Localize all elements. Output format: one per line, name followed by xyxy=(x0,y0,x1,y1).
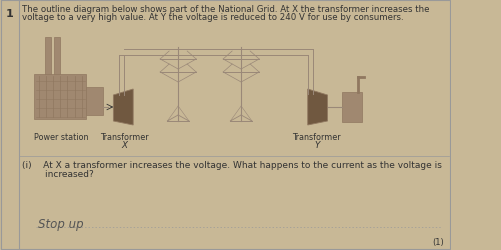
Bar xyxy=(1,1,19,249)
Text: Power station: Power station xyxy=(34,132,89,141)
Polygon shape xyxy=(308,90,328,126)
Bar xyxy=(54,38,60,83)
Text: X: X xyxy=(121,140,127,149)
Polygon shape xyxy=(113,90,133,126)
Bar xyxy=(34,75,86,120)
Text: The outline diagram below shows part of the National Grid. At X the transformer : The outline diagram below shows part of … xyxy=(22,5,429,14)
Bar xyxy=(45,38,51,83)
Text: Y: Y xyxy=(314,140,320,149)
Text: 1: 1 xyxy=(6,9,14,19)
Text: voltage to a very high value. At Y the voltage is reduced to 240 V for use by co: voltage to a very high value. At Y the v… xyxy=(22,13,403,22)
Bar xyxy=(86,88,103,116)
Text: Transformer: Transformer xyxy=(100,132,148,141)
Text: (1): (1) xyxy=(432,237,443,246)
Bar xyxy=(342,93,362,122)
Text: increased?: increased? xyxy=(22,169,93,178)
Text: Stop up: Stop up xyxy=(38,217,84,230)
Text: Transformer: Transformer xyxy=(293,132,341,141)
Text: (i)    At X a transformer increases the voltage. What happens to the current as : (i) At X a transformer increases the vol… xyxy=(22,160,441,169)
